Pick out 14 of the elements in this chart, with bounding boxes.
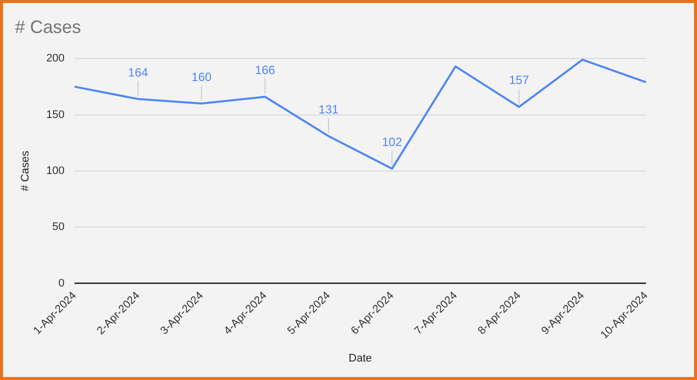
chart-title: # Cases — [15, 16, 82, 37]
y-tick-label: 50 — [52, 221, 65, 234]
y-tick-label: 100 — [46, 164, 65, 177]
data-label: 166 — [255, 63, 276, 78]
data-label: 157 — [508, 73, 530, 88]
y-tick-label: 200 — [46, 52, 65, 65]
y-tick-label: 0 — [58, 277, 65, 290]
x-axis-title: Date — [348, 352, 372, 364]
data-label: 160 — [192, 70, 212, 84]
y-axis-title: # Cases — [20, 150, 32, 192]
data-label: 131 — [318, 102, 339, 116]
data-label: 102 — [382, 134, 402, 149]
y-tick-label: 150 — [46, 108, 65, 121]
data-label: 164 — [128, 65, 148, 80]
